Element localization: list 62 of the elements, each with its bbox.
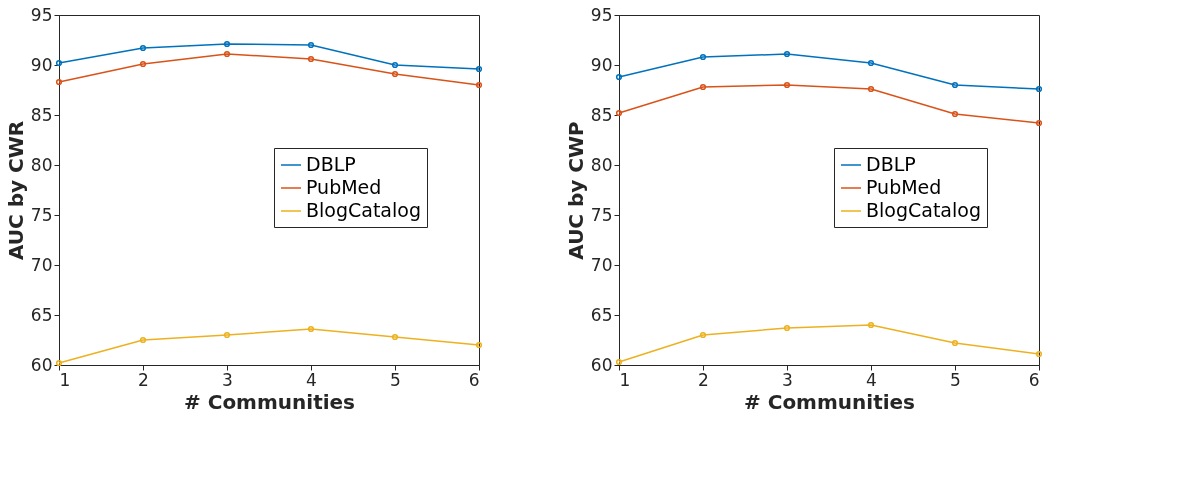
x-tick-label: 3 bbox=[782, 369, 793, 390]
point bbox=[783, 324, 791, 332]
y-tick-label: 70 bbox=[590, 254, 613, 275]
y-tick-label: 80 bbox=[590, 154, 613, 175]
y-tick-label: 85 bbox=[30, 104, 53, 125]
x-tick-label: 4 bbox=[306, 369, 317, 390]
point bbox=[139, 60, 147, 68]
y-tick-label: 90 bbox=[590, 54, 613, 75]
point bbox=[699, 331, 707, 339]
x-tick-label: 5 bbox=[390, 369, 401, 390]
y-tick-label: 95 bbox=[30, 4, 53, 25]
point bbox=[391, 333, 399, 341]
point bbox=[139, 336, 147, 344]
point bbox=[783, 81, 791, 89]
y-tick-label: 65 bbox=[30, 304, 53, 325]
y-axis-title: AUC by CWP bbox=[563, 121, 588, 260]
x-tick-label: 2 bbox=[698, 369, 709, 390]
x-tick-label: 6 bbox=[468, 369, 480, 390]
y-tick-label: 80 bbox=[30, 154, 53, 175]
y-axis-title: AUC by CWR bbox=[3, 120, 28, 261]
point bbox=[699, 53, 707, 61]
point bbox=[867, 321, 875, 329]
point bbox=[307, 325, 315, 333]
y-tick-label: 90 bbox=[30, 54, 53, 75]
x-tick-label: 1 bbox=[619, 369, 631, 390]
point bbox=[307, 55, 315, 63]
point bbox=[867, 59, 875, 67]
point bbox=[951, 339, 959, 347]
x-axis-title: # Communities bbox=[183, 389, 356, 414]
y-tick-label: 85 bbox=[590, 104, 613, 125]
point bbox=[139, 44, 147, 52]
x-axis-title: # Communities bbox=[743, 389, 916, 414]
y-tick-label: 65 bbox=[590, 304, 613, 325]
point bbox=[391, 61, 399, 69]
legend-label: PubMed bbox=[306, 176, 382, 198]
point bbox=[223, 40, 231, 48]
x-tick-label: 1 bbox=[59, 369, 71, 390]
point bbox=[223, 331, 231, 339]
legend-label: PubMed bbox=[866, 176, 942, 198]
x-tick-label: 3 bbox=[222, 369, 233, 390]
point bbox=[699, 83, 707, 91]
y-tick-label: 60 bbox=[590, 354, 613, 375]
x-tick-label: 4 bbox=[866, 369, 877, 390]
legend-label: DBLP bbox=[866, 153, 916, 175]
x-tick-label: 2 bbox=[138, 369, 149, 390]
y-tick-label: 70 bbox=[30, 254, 53, 275]
point bbox=[951, 110, 959, 118]
y-tick-label: 95 bbox=[590, 4, 613, 25]
y-tick-label: 60 bbox=[30, 354, 53, 375]
y-tick-label: 75 bbox=[30, 204, 53, 225]
point bbox=[867, 85, 875, 93]
x-tick-label: 5 bbox=[950, 369, 961, 390]
y-tick-label: 75 bbox=[590, 204, 613, 225]
legend-label: DBLP bbox=[306, 153, 356, 175]
point bbox=[391, 70, 399, 78]
point bbox=[783, 50, 791, 58]
point bbox=[951, 81, 959, 89]
legend-label: BlogCatalog bbox=[306, 199, 421, 221]
legend-label: BlogCatalog bbox=[866, 199, 981, 221]
x-tick-label: 6 bbox=[1028, 369, 1040, 390]
point bbox=[307, 41, 315, 49]
point bbox=[223, 50, 231, 58]
